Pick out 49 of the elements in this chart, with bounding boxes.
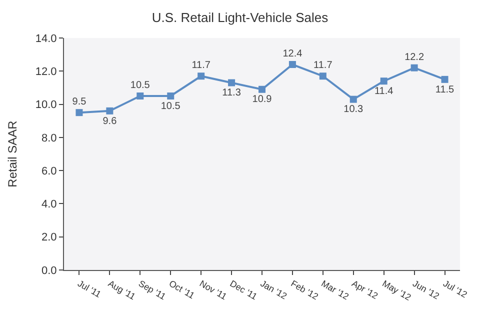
point bbox=[228, 79, 236, 86]
y-tick-label: 4.0 bbox=[42, 198, 57, 211]
x-tick-label: Mar '12 bbox=[320, 278, 350, 302]
x-tick-label: May '12 bbox=[380, 278, 413, 303]
point bbox=[167, 92, 174, 100]
data-label: 11.4 bbox=[374, 86, 394, 97]
point bbox=[441, 76, 448, 83]
x-tick-label: Jul '11 bbox=[76, 278, 103, 300]
x-tick-label: Sep '11 bbox=[136, 278, 168, 302]
point bbox=[380, 78, 388, 85]
chart-title: U.S. Retail Light-Vehicle Sales bbox=[152, 10, 329, 25]
data-label: 10.5 bbox=[160, 100, 181, 112]
x-tick-label: Jul '12 bbox=[442, 278, 469, 300]
point bbox=[288, 61, 296, 68]
data-label: 12.2 bbox=[404, 52, 424, 63]
y-tick-label: 12.0 bbox=[35, 66, 57, 78]
data-label: 10.5 bbox=[130, 80, 150, 92]
y-tick-label: 14.0 bbox=[35, 32, 57, 45]
point bbox=[410, 64, 418, 72]
x-tick-label: Aug '11 bbox=[106, 278, 138, 302]
x-tick-label: Jun '12 bbox=[411, 278, 441, 302]
data-label: 9.5 bbox=[72, 96, 87, 108]
y-tick-label: 6.0 bbox=[42, 165, 57, 178]
y-tick-label: 0.0 bbox=[42, 264, 57, 277]
x-tick-label: Apr '12 bbox=[350, 278, 380, 302]
point bbox=[198, 72, 205, 80]
point bbox=[76, 109, 83, 116]
point bbox=[106, 107, 114, 114]
x-tick-label: Dec '11 bbox=[228, 278, 259, 302]
y-tick-label: 8.0 bbox=[42, 132, 57, 144]
point bbox=[319, 72, 326, 80]
y-tick-label: 2.0 bbox=[42, 232, 57, 244]
data-label: 11.3 bbox=[222, 88, 242, 99]
data-label: 11.7 bbox=[314, 60, 333, 72]
point bbox=[350, 96, 357, 103]
x-tick-label: Nov '11 bbox=[198, 278, 228, 302]
data-label: 9.6 bbox=[102, 116, 118, 127]
y-axis-title: Retail SAAR bbox=[6, 120, 20, 188]
point bbox=[258, 86, 266, 93]
y-tick-label: 10.0 bbox=[35, 99, 57, 112]
point bbox=[136, 92, 144, 100]
x-tick-label: Oct '11 bbox=[167, 278, 196, 301]
data-label: 10.3 bbox=[344, 104, 364, 116]
data-label: 11.5 bbox=[435, 84, 455, 96]
data-label: 11.7 bbox=[192, 60, 211, 72]
data-label: 12.4 bbox=[282, 48, 303, 60]
data-label: 10.9 bbox=[252, 94, 272, 106]
x-tick-label: Feb '12 bbox=[289, 278, 320, 302]
x-tick-label: Jan '12 bbox=[258, 278, 289, 302]
